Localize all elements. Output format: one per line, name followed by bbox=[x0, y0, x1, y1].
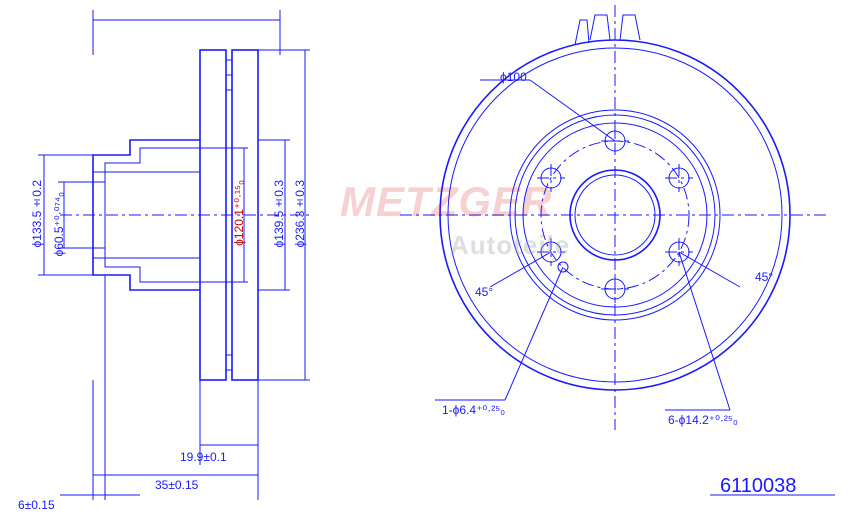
dim-d133-5: ϕ133.5±0.2 bbox=[30, 180, 44, 247]
watermark-sub: Autoteile bbox=[450, 230, 570, 261]
dim-t35: 35±0.15 bbox=[155, 478, 198, 492]
side-view bbox=[38, 10, 310, 500]
dim-angle-right: 45° bbox=[755, 270, 773, 284]
drawing-canvas bbox=[0, 0, 866, 520]
dim-angle-left: 45° bbox=[475, 285, 493, 299]
dim-t19-9: 19.9±0.1 bbox=[180, 450, 227, 464]
watermark-brand: METZGER bbox=[340, 178, 552, 226]
dim-t6: 6±0.15 bbox=[18, 498, 55, 512]
dim-d236-3: ϕ236.3±0.3 bbox=[293, 180, 307, 247]
part-number: 6110038 bbox=[720, 475, 796, 498]
dim-bolt-holes: 6-ϕ14.2⁺⁰·²⁵₀ bbox=[668, 413, 738, 427]
dim-bolt-circle: ϕ100 bbox=[500, 70, 527, 84]
dim-d60-5: ϕ60.5⁺⁰·⁰⁷⁴₀ bbox=[52, 192, 66, 257]
dim-d139-5: ϕ139.5±0.3 bbox=[272, 180, 286, 247]
dim-d120-1: ϕ120.1⁺⁰·¹⁵₀ bbox=[232, 180, 246, 246]
dim-small-hole: 1-ϕ6.4⁺⁰·²⁵₀ bbox=[442, 403, 505, 417]
